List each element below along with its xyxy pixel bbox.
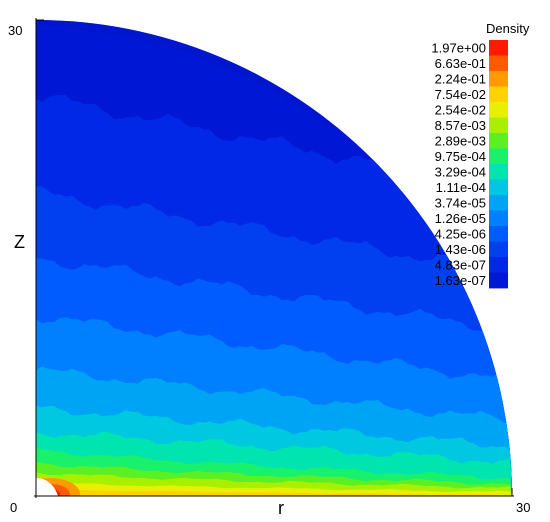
x-axis-label: r: [278, 498, 284, 518]
colorbar-swatch: [489, 133, 508, 149]
colorbar-level-label: 3.74e-05: [435, 195, 486, 210]
colorbar-swatch: [489, 164, 508, 180]
colorbar-level-label: 2.54e-02: [435, 102, 486, 117]
colorbar-swatch: [489, 226, 508, 242]
colorbar-swatch: [489, 40, 508, 56]
colorbar-level-label: 1.97e+00: [431, 40, 486, 55]
colorbar-level-label: 2.24e-01: [435, 71, 486, 86]
colorbar-level-label: 1.43e-06: [435, 242, 486, 257]
colorbar-level-label: 3.29e-04: [435, 164, 486, 179]
colorbar-swatch: [489, 117, 508, 134]
colorbar-swatch: [489, 241, 508, 258]
colorbar-swatch: [489, 272, 508, 289]
colorbar-level-label: 1.63e-07: [435, 273, 486, 288]
colorbar: 1.97e+006.63e-012.24e-017.54e-022.54e-02…: [431, 40, 508, 289]
x-tick-max: 30: [516, 500, 530, 515]
colorbar-level-label: 6.63e-01: [435, 56, 486, 71]
y-axis-label: Z: [14, 232, 25, 252]
colorbar-swatch: [489, 210, 508, 227]
colorbar-swatch: [489, 179, 508, 196]
colorbar-level-label: 2.89e-03: [435, 133, 486, 148]
colorbar-level-label: 1.11e-04: [436, 180, 486, 195]
colorbar-level-label: 1.26e-05: [435, 211, 486, 226]
colorbar-level-label: 7.54e-02: [435, 87, 486, 102]
y-tick-min: 0: [10, 500, 17, 515]
colorbar-swatch: [489, 257, 508, 273]
y-tick-max: 30: [8, 23, 22, 38]
colorbar-swatch: [489, 55, 508, 72]
colorbar-swatch: [489, 102, 508, 118]
colorbar-swatch: [489, 148, 508, 165]
colorbar-swatch: [489, 71, 508, 87]
colorbar-swatch: [489, 195, 508, 211]
density-band: [36, 489, 512, 496]
colorbar-swatch: [489, 86, 508, 103]
colorbar-level-label: 9.75e-04: [435, 149, 486, 164]
excluded-region: [36, 478, 58, 496]
colorbar-title: Density: [486, 21, 530, 36]
colorbar-level-label: 8.57e-03: [435, 118, 486, 133]
colorbar-level-label: 4.83e-07: [435, 257, 486, 272]
colorbar-level-label: 4.25e-06: [435, 226, 486, 241]
